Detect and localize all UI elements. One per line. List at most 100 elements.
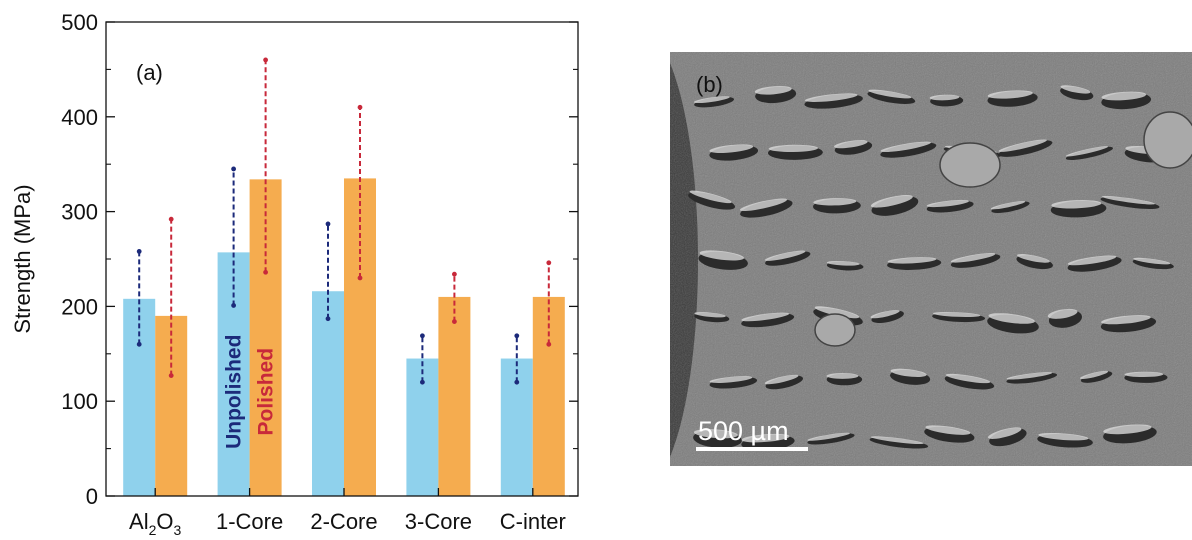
y-axis-title: Strength (MPa) (10, 184, 35, 333)
pore-rim (1017, 254, 1050, 263)
pore-rim (754, 86, 792, 95)
pore-rim (768, 144, 819, 153)
pore-rim (870, 310, 900, 319)
error-cap-top (420, 333, 425, 339)
pore-rim (990, 200, 1026, 210)
bar-unpolished (312, 291, 344, 496)
panel-label-a: (a) (136, 60, 163, 85)
pore-rim (1079, 370, 1109, 379)
pore-rim (950, 253, 996, 263)
error-cap-top (231, 166, 237, 172)
pore-rim (987, 427, 1022, 439)
bar-unpolished (123, 298, 156, 496)
pore-rim (694, 312, 726, 318)
error-cap-bottom (514, 379, 520, 385)
pore-rim (870, 436, 924, 445)
pore-rim (1047, 308, 1078, 319)
flake (814, 313, 856, 347)
error-cap-bottom (231, 303, 237, 308)
pore-features (688, 85, 1192, 451)
bar-polished (249, 179, 282, 497)
pore-rim (739, 198, 788, 212)
pore-rim (987, 90, 1033, 99)
error-cap-bottom (168, 373, 174, 379)
series-label-unpolished: Unpolished (223, 335, 246, 449)
x-tick-label: C-inter (500, 509, 566, 534)
flake (1143, 111, 1192, 169)
y-tick-label: 100 (61, 389, 98, 414)
pore-rim (1060, 85, 1091, 94)
sem-micrograph-panel: (b) 500 µm (670, 52, 1192, 466)
y-tick-label: 300 (61, 200, 98, 225)
error-cap-top (357, 104, 363, 110)
y-tick-label: 500 (61, 10, 98, 35)
pore-rim (1101, 195, 1155, 205)
pore-rim (998, 139, 1047, 152)
pore-rim (826, 260, 860, 266)
pore-rim (709, 144, 754, 153)
pore-rim (689, 190, 732, 204)
y-axis-ticks: 0 100 200 300 400 500 (61, 10, 578, 509)
error-cap-top (514, 333, 520, 339)
error-cap-top (168, 216, 174, 222)
error-cap-top (136, 249, 142, 254)
x-tick-label: 1-Core (216, 509, 283, 534)
error-cap-bottom (325, 316, 331, 322)
panel-label-b: (b) (696, 72, 723, 97)
scale-bar-label: 500 µm (698, 416, 789, 446)
error-cap-top (546, 260, 552, 266)
bars-layer (123, 178, 565, 497)
pore-rim (1101, 91, 1147, 101)
pore-rim (1065, 146, 1109, 157)
error-cap-top (263, 57, 268, 63)
error-cap-bottom (136, 341, 142, 347)
flake (939, 142, 1001, 188)
x-tick-label: Al2O3 (129, 509, 181, 538)
pore-rim (804, 93, 858, 103)
pore-rim (764, 250, 806, 261)
pore-rim (807, 432, 850, 441)
y-tick-label: 400 (61, 105, 98, 130)
pore-rim (693, 429, 738, 439)
error-cap-bottom (263, 269, 268, 275)
pore-rim (741, 312, 790, 322)
pore-rim (813, 198, 857, 206)
bar-polished (438, 296, 471, 496)
pore-rim (814, 306, 860, 319)
pore-rim (741, 433, 790, 443)
pore-rim (1103, 424, 1152, 435)
y-tick-label: 200 (61, 294, 98, 319)
pore-rim (1067, 255, 1117, 266)
pore-rim (925, 425, 971, 435)
error-cap-bottom (357, 275, 363, 281)
pore-rim (880, 141, 931, 153)
pore-rim (1124, 371, 1164, 378)
pore-rim (826, 373, 859, 379)
x-axis-labels: Al2O3 1-Core 2-Core 3-Core C-inter (129, 488, 566, 538)
pore-rim (870, 194, 913, 208)
pore-rim (764, 374, 799, 385)
scale-bar (696, 447, 808, 451)
pore-rim (932, 311, 981, 318)
x-tick-label: 2-Core (310, 509, 377, 534)
y-tick-label: 0 (86, 484, 98, 509)
pore-rim (988, 313, 1035, 324)
pore (765, 375, 803, 390)
x-tick-label: 3-Core (405, 509, 472, 534)
pore-rim (834, 140, 868, 149)
pore-rim (890, 368, 927, 377)
error-cap-bottom (546, 341, 552, 347)
error-cap-top (325, 221, 331, 227)
pore-rim (868, 89, 912, 99)
pore (998, 140, 1053, 157)
bar-polished (155, 315, 188, 496)
error-cap-top (452, 271, 457, 277)
error-bars-layer (136, 57, 552, 385)
pore-rim (1038, 432, 1089, 441)
pore-rim (699, 250, 745, 261)
pore-rim (929, 94, 960, 101)
pore-rim (945, 373, 991, 384)
pore (1080, 371, 1113, 383)
pore-rim (693, 96, 730, 104)
